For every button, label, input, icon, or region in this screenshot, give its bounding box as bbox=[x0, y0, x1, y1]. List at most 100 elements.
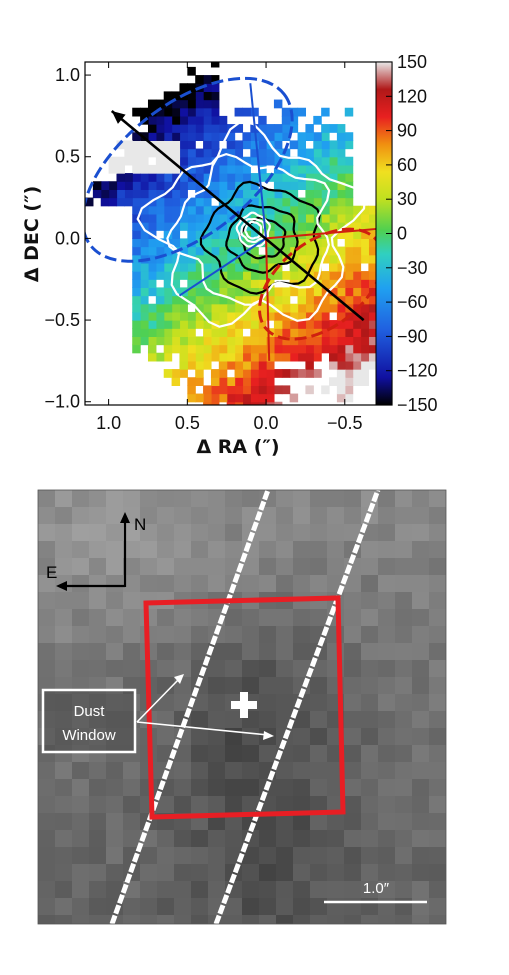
velocity-pixel bbox=[313, 238, 322, 248]
image-pixel bbox=[327, 507, 345, 525]
velocity-pixel bbox=[210, 262, 220, 272]
velocity-pixel bbox=[289, 369, 299, 378]
velocity-pixel bbox=[336, 222, 346, 231]
image-pixel bbox=[378, 864, 396, 882]
velocity-pixel bbox=[187, 83, 196, 92]
velocity-pixel bbox=[171, 295, 181, 305]
image-pixel bbox=[293, 524, 311, 542]
velocity-pixel bbox=[305, 352, 314, 362]
velocity-pixel bbox=[281, 287, 291, 297]
image-pixel bbox=[361, 728, 379, 746]
velocity-pixel bbox=[305, 385, 314, 395]
velocity-pixel bbox=[234, 360, 244, 370]
velocity-pixel bbox=[313, 336, 322, 346]
velocity-pixel bbox=[147, 344, 157, 354]
image-pixel bbox=[174, 626, 192, 644]
velocity-pixel bbox=[234, 140, 244, 150]
image-pixel bbox=[89, 524, 107, 542]
velocity-pixel bbox=[195, 91, 204, 101]
velocity-pixel bbox=[171, 279, 181, 288]
velocity-pixel bbox=[242, 213, 251, 223]
image-pixel bbox=[395, 796, 413, 814]
velocity-pixel bbox=[132, 328, 141, 337]
velocity-pixel bbox=[116, 173, 125, 182]
image-pixel bbox=[293, 813, 311, 831]
image-pixel bbox=[259, 558, 277, 576]
velocity-pixel bbox=[155, 222, 165, 231]
image-pixel bbox=[344, 762, 362, 780]
velocity-pixel bbox=[352, 328, 362, 337]
velocity-pixel bbox=[108, 156, 118, 166]
image-pixel bbox=[310, 847, 328, 865]
image-pixel bbox=[38, 847, 56, 865]
y-tick-label: −1.0 bbox=[44, 392, 80, 412]
image-pixel bbox=[344, 609, 362, 627]
image-pixel bbox=[395, 881, 413, 899]
image-pixel bbox=[259, 881, 277, 899]
image-pixel bbox=[395, 660, 413, 678]
velocity-pixel bbox=[297, 173, 307, 182]
velocity-pixel bbox=[218, 230, 228, 239]
image-pixel bbox=[174, 507, 192, 525]
velocity-pixel bbox=[155, 262, 165, 272]
velocity-pixel bbox=[140, 213, 149, 223]
image-pixel bbox=[429, 626, 446, 644]
image-pixel bbox=[89, 779, 107, 797]
velocity-pixel bbox=[187, 262, 196, 272]
velocity-pixel bbox=[218, 254, 228, 264]
image-pixel bbox=[106, 643, 124, 661]
velocity-pixel bbox=[250, 140, 259, 150]
image-pixel bbox=[378, 694, 396, 712]
velocity-pixel bbox=[155, 156, 165, 166]
velocity-pixel bbox=[226, 271, 236, 280]
velocity-pixel bbox=[218, 385, 228, 395]
image-pixel bbox=[293, 779, 311, 797]
velocity-pixel bbox=[226, 140, 236, 150]
velocity-pixel bbox=[155, 328, 165, 337]
velocity-pixel bbox=[195, 303, 204, 313]
velocity-pixel bbox=[124, 181, 133, 190]
velocity-pixel bbox=[195, 320, 204, 329]
image-pixel bbox=[293, 898, 311, 916]
image-pixel bbox=[106, 660, 124, 678]
velocity-pixel bbox=[210, 140, 220, 150]
image-pixel bbox=[259, 626, 277, 644]
colorbar-gradient bbox=[376, 62, 392, 405]
velocity-pixel bbox=[234, 377, 244, 386]
image-pixel bbox=[276, 643, 294, 661]
image-pixel bbox=[174, 864, 192, 882]
velocity-pixel bbox=[344, 156, 354, 166]
velocity-pixel bbox=[336, 213, 346, 223]
velocity-pixel bbox=[250, 222, 259, 231]
velocity-pixel bbox=[289, 336, 299, 346]
image-pixel bbox=[344, 694, 362, 712]
velocity-pixel bbox=[336, 279, 346, 288]
velocity-pixel bbox=[155, 173, 165, 182]
velocity-pixel bbox=[171, 230, 181, 239]
velocity-pixel bbox=[171, 222, 181, 231]
velocity-pixel bbox=[242, 132, 251, 141]
velocity-pixel bbox=[147, 262, 157, 272]
velocity-pixel bbox=[258, 279, 267, 288]
velocity-pixel bbox=[218, 328, 228, 337]
velocity-pixel bbox=[234, 279, 244, 288]
velocity-pixel bbox=[234, 124, 244, 133]
velocity-pixel bbox=[352, 213, 362, 223]
velocity-pixel bbox=[140, 262, 149, 272]
pointer-arrowhead-1-icon bbox=[174, 674, 184, 684]
velocity-pixel bbox=[305, 124, 314, 133]
image-pixel bbox=[106, 541, 124, 559]
velocity-pixel bbox=[360, 311, 369, 321]
velocity-pixel bbox=[155, 124, 165, 133]
dust-window-label-box bbox=[41, 688, 137, 754]
velocity-pixel bbox=[187, 115, 196, 125]
velocity-pixel bbox=[218, 115, 228, 125]
velocity-pixel bbox=[281, 213, 291, 223]
velocity-pixel bbox=[171, 148, 181, 158]
velocity-pixel bbox=[242, 262, 251, 272]
velocity-pixel bbox=[179, 360, 188, 370]
colorbar-tick-label: 30 bbox=[397, 189, 417, 209]
image-pixel bbox=[225, 830, 243, 848]
image-pixel bbox=[378, 728, 396, 746]
velocity-pixel bbox=[368, 254, 377, 264]
